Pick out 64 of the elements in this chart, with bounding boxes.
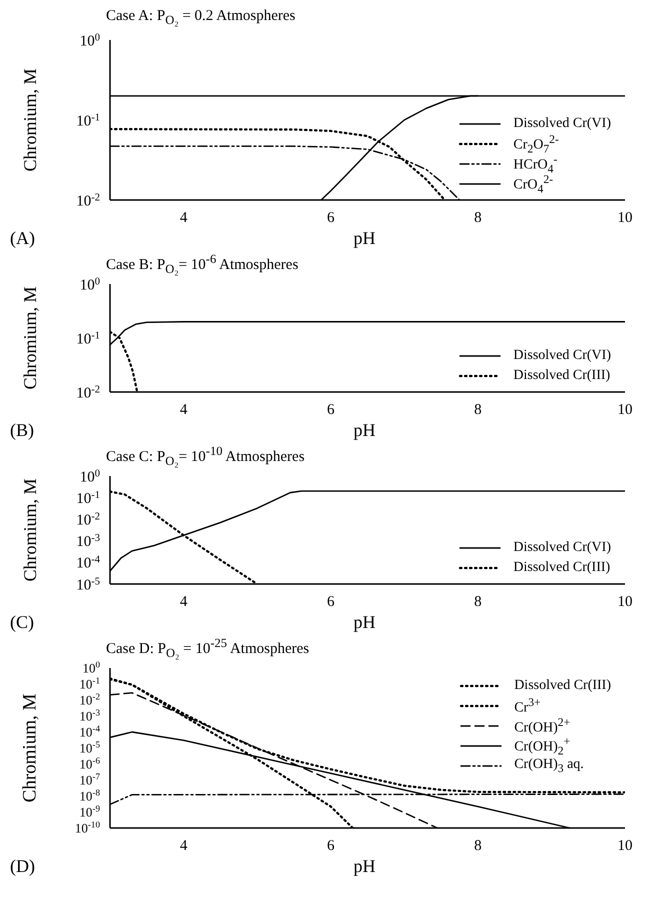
x-axis-title: pH (354, 856, 376, 877)
x-tick-label: 6 (326, 210, 335, 226)
y-axis-title: Chromium, M (20, 68, 40, 172)
chart-title: Case B: P$_{O₂}$= 10$^{-6}$ Atmospheres (106, 252, 300, 276)
x-tick-label: 10 (618, 402, 632, 418)
y-tick-label: 10$^{-1}$ (76, 112, 100, 130)
x-tick-label: 8 (474, 402, 482, 418)
y-tick-label: 10$^{-5}$ (76, 576, 100, 594)
legend-label: Cr(OH)$^{2+}$ (514, 716, 570, 736)
y-tick-label: 10$^{-1}$ (76, 330, 100, 348)
y-tick-label: 10$^{-6}$ (79, 756, 100, 772)
y-axis-title: Chromium, M (20, 694, 40, 802)
legend-label: Dissolved Cr(III) (513, 368, 610, 384)
y-tick-label: 10$^{0}$ (82, 660, 100, 676)
x-axis-title: pH (354, 228, 376, 249)
y-tick-label: 10$^{-3}$ (79, 708, 100, 724)
y-tick-label: 10$^{-2}$ (79, 692, 100, 708)
chart-title: Case C: P$_{O₂}$= 10$^{-10}$ Atmospheres (106, 444, 306, 468)
y-tick-label: 10$^{-5}$ (79, 740, 100, 756)
y-tick-label: 10$^{-3}$ (76, 532, 100, 550)
text: (D) (10, 856, 35, 877)
y-tick-label: 10$^{-2}$ (76, 510, 100, 528)
y-tick-label: 10$^{0}$ (80, 32, 100, 50)
x-tick-label: 6 (326, 594, 335, 610)
chart-title: Case A: P$_{O₂}$ = 0.2 Atmospheres (106, 8, 296, 28)
y-axis-title: Chromium, M (20, 478, 40, 582)
text: (B) (10, 420, 34, 441)
y-axis-title: Chromium, M (20, 286, 40, 390)
x-tick-label: 4 (180, 594, 188, 610)
x-tick-label: 10 (618, 210, 632, 226)
text: (A) (10, 228, 35, 249)
y-tick-label: 10$^{-8}$ (79, 788, 100, 804)
y-tick-label: 10$^{-2}$ (76, 384, 100, 402)
y-tick-label: 10$^{-4}$ (76, 554, 101, 572)
y-tick-label: 10$^{-7}$ (79, 772, 100, 788)
y-tick-label: 10$^{-10}$ (74, 820, 100, 836)
y-tick-label: 10$^{-1}$ (76, 489, 100, 507)
y-tick-label: 10$^{-4}$ (79, 724, 100, 740)
x-tick-label: 10 (618, 594, 632, 610)
chart-title: Case D: P$_{O₂}$ = 10$^{-25}$ Atmospheres (106, 636, 310, 660)
legend-label: Dissolved Cr(III) (514, 678, 611, 694)
y-tick-label: 10$^{0}$ (80, 468, 100, 486)
legend-label: Dissolved Cr(VI) (513, 116, 611, 132)
x-axis-title: pH (354, 420, 376, 441)
x-tick-label: 6 (326, 838, 335, 854)
legend-label: Cr$^{3+}$ (514, 696, 541, 716)
legend-label: Dissolved Cr(VI) (513, 348, 611, 364)
y-tick-label: 10$^{-9}$ (79, 804, 100, 820)
x-tick-label: 4 (180, 838, 188, 854)
x-tick-label: 10 (618, 838, 632, 854)
y-tick-label: 10$^{-2}$ (76, 192, 100, 210)
x-tick-label: 8 (474, 838, 482, 854)
text: (C) (10, 612, 34, 633)
legend-label: Cr(OH)$_{3}$ aq. (514, 757, 584, 775)
x-tick-label: 6 (326, 402, 335, 418)
y-tick-label: 10$^{0}$ (80, 276, 100, 294)
legend-label: Dissolved Cr(VI) (513, 540, 611, 556)
x-tick-label: 4 (180, 210, 188, 226)
x-tick-label: 4 (180, 402, 188, 418)
legend-label: Dissolved Cr(III) (513, 560, 610, 576)
x-tick-label: 8 (474, 594, 482, 610)
x-tick-label: 8 (474, 210, 482, 226)
x-axis-title: pH (354, 612, 376, 633)
y-tick-label: 10$^{-1}$ (79, 676, 100, 692)
